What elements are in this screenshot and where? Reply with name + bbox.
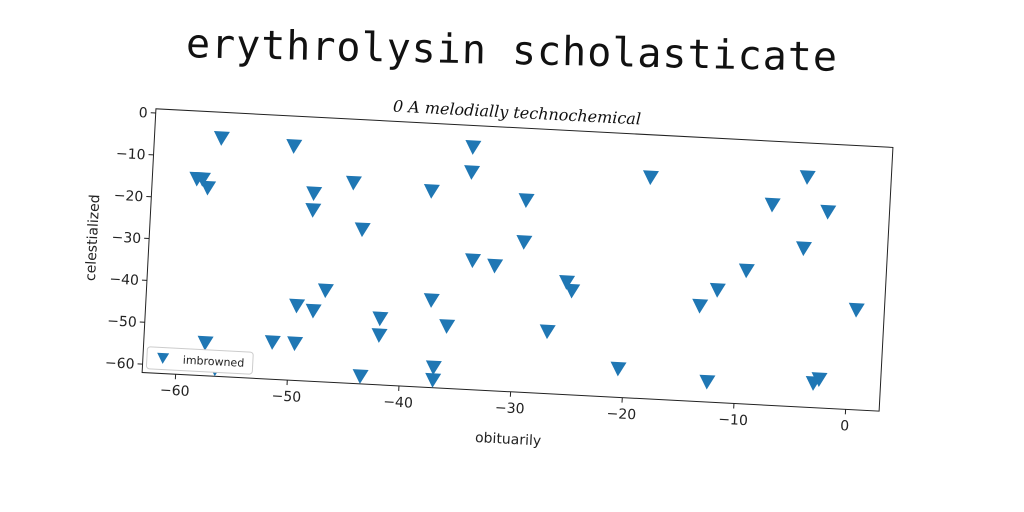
y-tick-label: −60 (105, 355, 135, 373)
legend-marker (157, 352, 170, 364)
scatter-point (465, 140, 482, 155)
scatter-point (796, 241, 812, 257)
y-tick-label: −40 (109, 271, 139, 289)
scatter-point (197, 335, 214, 351)
scatter-point (692, 298, 709, 314)
y-tick-label: −10 (116, 146, 146, 164)
scatter-point (317, 283, 334, 299)
scatter-point (848, 302, 865, 318)
x-axis: −60 −50 −40 −30 −20 −10 0 (160, 374, 850, 435)
x-tick-label: −40 (383, 394, 413, 412)
scatter-point (642, 170, 659, 186)
scatter-point (465, 253, 482, 269)
scatter-point (345, 175, 362, 191)
legend-label: imbrowned (182, 354, 244, 370)
legend-box (145, 346, 254, 375)
scatter-point (539, 324, 556, 340)
scatter-point (423, 293, 440, 308)
scatter-point (306, 186, 323, 202)
y-tick-label: −50 (107, 313, 137, 331)
series-imbrowned (189, 131, 865, 391)
scatter-point (764, 197, 781, 213)
x-tick-label: −20 (606, 406, 636, 424)
scatter-point (425, 372, 442, 388)
y-axis-label: celestialized (83, 194, 104, 281)
plot-area (141, 108, 894, 412)
scatter-point (189, 171, 206, 187)
x-tick-label: −10 (718, 412, 748, 430)
scatter-point (805, 376, 822, 391)
scatter-point (709, 282, 726, 298)
legend: imbrowned (145, 346, 254, 375)
scatter-point (352, 369, 369, 384)
x-tick-label: 0 (840, 418, 850, 434)
scatter-point (305, 202, 322, 218)
scatter-point (518, 193, 535, 208)
scatter-point (738, 263, 755, 279)
scatter-point (464, 165, 481, 180)
scatter-point (439, 319, 456, 334)
scatter-point (699, 374, 716, 390)
x-tick-label: −30 (495, 400, 525, 418)
scatter-point (354, 222, 371, 238)
x-tick-label: −60 (160, 382, 190, 400)
scatter-point (820, 204, 837, 220)
scatter-point (610, 361, 627, 377)
scatter-point (799, 170, 816, 185)
scatter-point (516, 235, 533, 250)
scatter-point (200, 180, 217, 196)
scatter-point (305, 303, 322, 319)
scatter-point (264, 335, 281, 350)
scatter-point (425, 360, 442, 376)
scatter-point (286, 139, 303, 154)
scatter-point (564, 283, 581, 299)
scatter-point (487, 258, 504, 274)
scatter-point (287, 336, 304, 352)
scatter-point (213, 131, 230, 146)
y-axis: 0 −10 −20 −30 −40 −50 −60 (105, 105, 156, 373)
scatter-point (371, 328, 388, 343)
y-tick-label: −20 (113, 188, 143, 206)
scatter-point (559, 275, 576, 290)
y-tick-label: 0 (138, 105, 148, 121)
scatter-point (423, 184, 440, 199)
x-axis-label: obituarily (475, 430, 542, 449)
scatter-point (289, 298, 306, 314)
x-tick-label: −50 (271, 388, 301, 406)
scatter-point (372, 311, 389, 327)
y-tick-label: −30 (111, 230, 141, 248)
